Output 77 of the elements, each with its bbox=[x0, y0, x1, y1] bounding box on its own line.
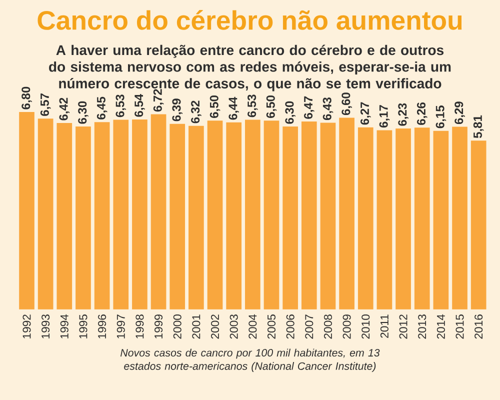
bar bbox=[19, 112, 34, 310]
data-label: 5,81 bbox=[473, 115, 484, 138]
bar bbox=[94, 122, 110, 310]
bar bbox=[339, 118, 354, 310]
data-label: 6,54 bbox=[134, 94, 145, 117]
bar bbox=[170, 124, 186, 310]
data-label: 6,30 bbox=[285, 101, 296, 124]
x-tick-label: 2016 bbox=[474, 314, 483, 339]
bar bbox=[320, 122, 336, 310]
data-label: 6,45 bbox=[96, 96, 108, 120]
bar bbox=[56, 122, 72, 310]
data-label: 6,57 bbox=[40, 94, 51, 116]
bar bbox=[452, 126, 468, 310]
data-label: 6,80 bbox=[22, 86, 32, 110]
bar bbox=[282, 126, 298, 310]
bar bbox=[76, 126, 91, 310]
bar bbox=[38, 118, 54, 310]
x-tick-label: 2004 bbox=[248, 314, 257, 339]
bar bbox=[245, 120, 260, 310]
data-label: 6,50 bbox=[266, 96, 277, 118]
bar bbox=[207, 120, 223, 310]
x-tick-label: 2006 bbox=[286, 314, 294, 339]
x-tick-label: 2003 bbox=[230, 314, 238, 339]
data-label: 6,50 bbox=[210, 96, 220, 118]
x-tick-label: 1992 bbox=[22, 314, 31, 338]
x-tick-label: 2015 bbox=[456, 314, 464, 339]
data-label: 6,42 bbox=[59, 98, 70, 120]
x-tick-label: 2012 bbox=[399, 314, 408, 339]
text: Novos casos de cancro por 100 mil habitantes, em 13 estados norte-americanos (National Cancer Institute) bbox=[120, 348, 380, 372]
x-tick-label: 1994 bbox=[60, 314, 68, 338]
bar bbox=[301, 122, 317, 310]
x-tick-label: 2007 bbox=[305, 314, 314, 339]
x-tick-label: 1997 bbox=[116, 314, 125, 338]
x-tick-label: 2000 bbox=[173, 314, 182, 339]
x-tick-label: 2001 bbox=[192, 314, 200, 339]
bar bbox=[376, 130, 392, 310]
bar bbox=[188, 126, 204, 310]
x-tick-label: 2002 bbox=[211, 314, 220, 339]
data-label: 6,47 bbox=[304, 96, 314, 119]
x-tick-label: 1998 bbox=[136, 314, 144, 338]
data-label: 6,29 bbox=[454, 102, 465, 124]
x-tick-label: 2008 bbox=[324, 314, 332, 339]
x-tick-label: 2010 bbox=[362, 314, 370, 339]
x-tick-label: 1995 bbox=[79, 314, 88, 338]
bar bbox=[132, 120, 148, 310]
bar bbox=[113, 120, 129, 310]
bar bbox=[264, 120, 280, 310]
x-tick-label: 1999 bbox=[154, 314, 163, 338]
bar bbox=[470, 140, 486, 310]
data-label: 6,30 bbox=[78, 101, 88, 124]
data-label: 6,15 bbox=[436, 106, 446, 128]
data-label: 6,44 bbox=[228, 96, 239, 120]
bar bbox=[396, 128, 411, 310]
x-tick-label: 2011 bbox=[380, 314, 388, 338]
data-label: 6,43 bbox=[322, 98, 334, 120]
x-tick-label: 1993 bbox=[42, 314, 50, 338]
data-label: 6,23 bbox=[398, 103, 408, 126]
data-label: 6,32 bbox=[191, 100, 202, 124]
data-label: 6,17 bbox=[379, 105, 390, 128]
x-tick-label: 2005 bbox=[267, 314, 276, 339]
data-label: 6,53 bbox=[248, 94, 258, 118]
bar bbox=[150, 114, 166, 310]
data-label: 6,26 bbox=[416, 102, 428, 125]
bar bbox=[433, 130, 449, 310]
chart-title: Cancro do cérebro não aumentou bbox=[38, 10, 462, 30]
bar bbox=[226, 122, 242, 310]
data-label: 6,60 bbox=[342, 92, 352, 116]
bar bbox=[414, 128, 430, 310]
x-tick-label: 2009 bbox=[342, 314, 351, 339]
bar bbox=[358, 127, 374, 310]
x-tick-label: 2014 bbox=[436, 314, 445, 339]
data-label: 6,72 bbox=[153, 89, 164, 112]
x-tick-label: 2013 bbox=[418, 314, 426, 339]
data-label: 6,53 bbox=[116, 94, 126, 118]
data-label: 6,27 bbox=[360, 102, 371, 125]
x-tick-label: 1996 bbox=[98, 314, 106, 338]
data-label: 6,39 bbox=[172, 98, 182, 122]
